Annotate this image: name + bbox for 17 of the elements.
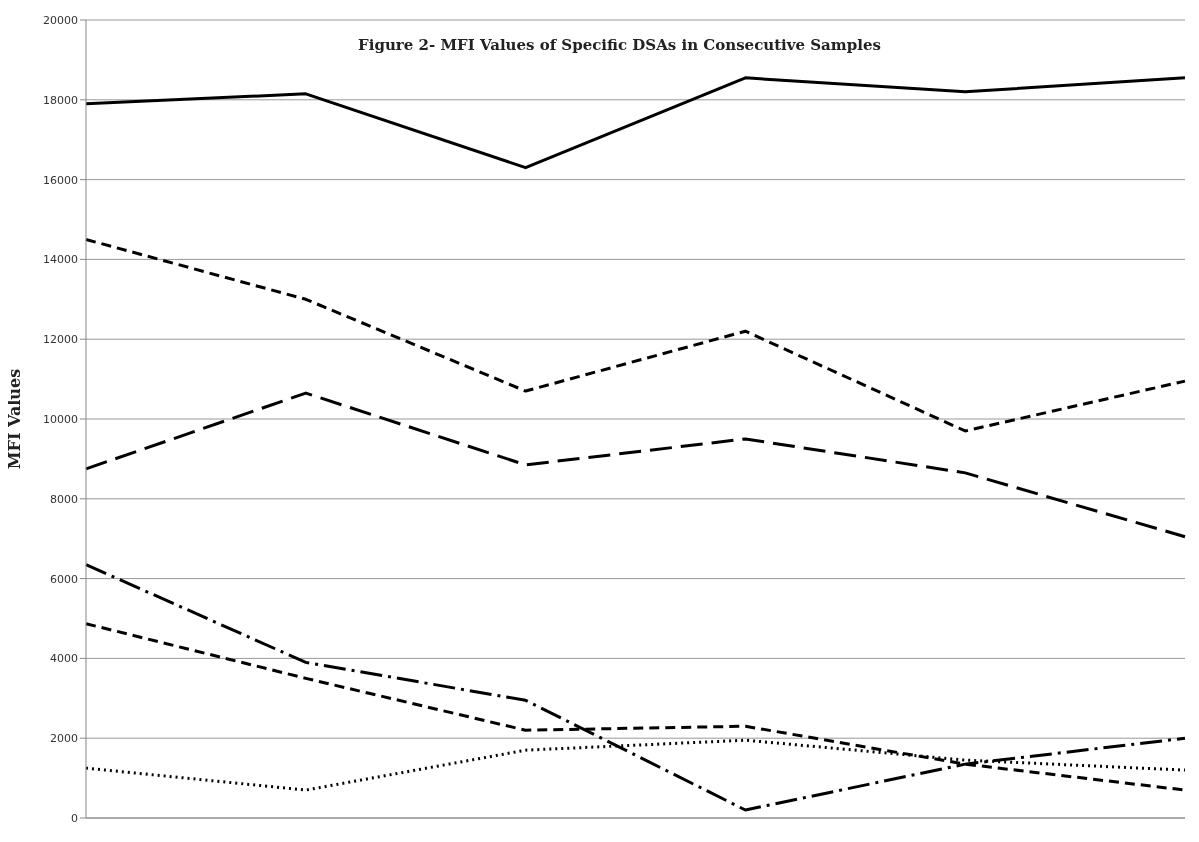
y-tick-label: 14000: [43, 253, 78, 267]
line-series: [84, 237, 1187, 433]
line-series: [84, 76, 1187, 170]
y-tick-label: 16000: [43, 173, 78, 187]
y-tick-label: 0: [71, 811, 78, 825]
y-tick-label: 12000: [43, 333, 78, 347]
text: Figure 2- MFI Values of Specific DSAs in Consecutive Samples: [357, 36, 882, 54]
y-tick-label: 18000: [43, 93, 78, 107]
y-tick-label: 20000: [43, 13, 78, 27]
y-tick-label: 4000: [50, 652, 78, 666]
y-tick-label: 10000: [43, 412, 78, 426]
y-tick-label: 6000: [50, 572, 78, 586]
y-axis-title: MFI Values: [4, 368, 24, 470]
y-tick-label: 8000: [50, 492, 78, 506]
y-tick-label: 2000: [50, 732, 78, 746]
line-series: [84, 563, 1187, 812]
line-series: [84, 391, 1187, 539]
